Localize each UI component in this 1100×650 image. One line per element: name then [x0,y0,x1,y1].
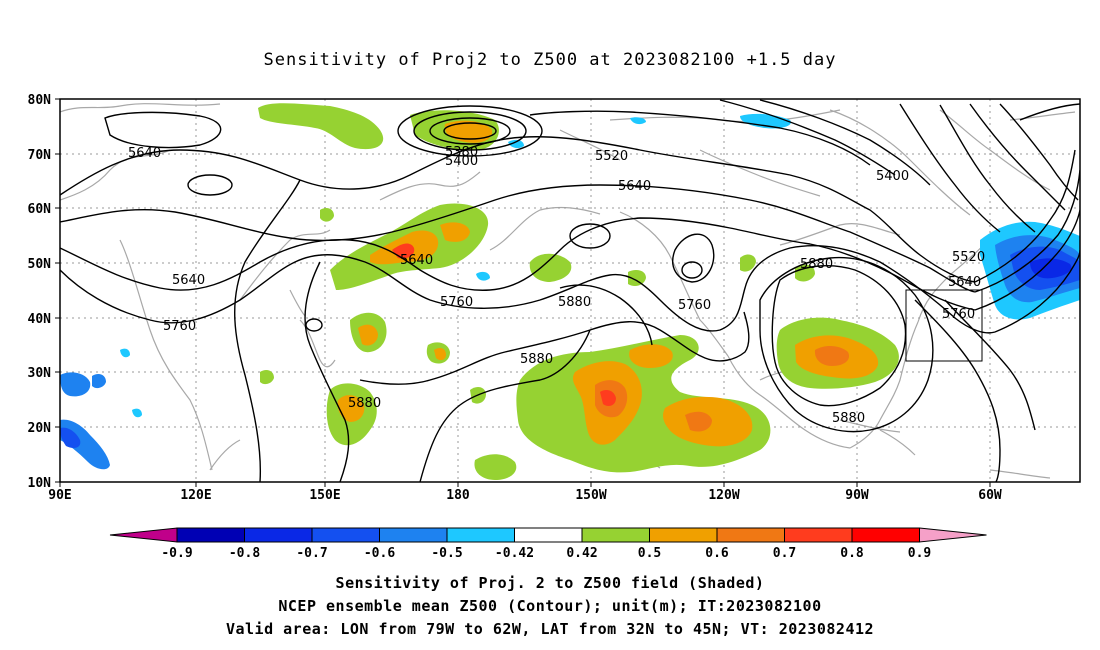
colorbar-bin [716,527,785,543]
contour-label: 5880 [348,396,381,411]
contour-label: 5520 [595,149,628,164]
contour-label: 5640 [400,253,433,268]
colorbar-high-triangle [919,527,987,543]
lon-label: 150W [575,488,606,503]
lon-label: 90W [845,488,869,503]
colorbar-tick-label: 0.42 [566,546,597,561]
lat-label: 40N [28,312,52,327]
contour-label: 5400 [445,154,478,169]
contour-label: 5880 [558,295,591,310]
axis-ticks [55,98,991,487]
map-title: Sensitivity of Proj2 to Z500 at 20230821… [263,50,837,70]
z500-contours [60,99,1080,482]
colorbar-tick-label: 0.9 [908,546,931,561]
caption-line-2: NCEP ensemble mean Z500 (Contour); unit(… [278,597,822,615]
colorbar-bin [851,527,920,543]
lat-label: 80N [28,93,52,108]
contour-label: 5640 [128,146,161,161]
colorbar-bin [581,527,650,543]
colorbar-bin [311,527,380,543]
colorbar-bin [244,527,313,543]
contour-label: 5760 [440,295,473,310]
contour-label: 5760 [163,319,196,334]
lat-label: 70N [28,148,52,163]
colorbar-tick-label: 0.6 [705,546,729,561]
contour-label: 5400 [876,169,909,184]
colorbar-tick-label: -0.6 [364,546,395,561]
valid-area-box [905,289,983,362]
lon-label: 150E [309,488,340,503]
lon-label: 120E [180,488,211,503]
contour-label: 5880 [800,257,833,272]
contour-label: 5760 [942,307,975,322]
colorbar-bin [514,527,583,543]
lat-label: 60N [28,202,52,217]
positive-sensitivity [258,103,899,480]
lon-label: 90E [48,488,71,503]
lat-label: 10N [28,476,52,491]
contour-label: 5760 [678,298,711,313]
lon-label: 180 [446,488,470,503]
longitude-labels: 90E 120E 150E 180 150W 120W 90W 60W [48,488,1002,503]
caption-line-1: Sensitivity of Proj. 2 to Z500 field (Sh… [335,574,765,592]
colorbar-tick-label: -0.8 [229,546,260,561]
contour-label: 5380 [445,145,478,160]
map-frame [59,98,1081,483]
caption-line-3: Valid area: LON from 79W to 62W, LAT fro… [225,620,875,638]
contour-label: 5880 [520,352,553,367]
contour-label: 5640 [948,275,981,290]
colorbar-tick-label: -0.9 [161,546,192,561]
colorbar-tick-label: -0.5 [431,546,462,561]
colorbar-legend: -0.9 -0.8 -0.7 -0.6 -0.5 -0.42 0.42 0.5 0.6 0.7 0.… [109,527,987,561]
colorbar-bin [649,527,718,543]
colorbar-bin [446,527,515,543]
lat-label: 20N [28,421,52,436]
colorbar-tick-label: -0.42 [495,546,534,561]
colorbar-tick-label: 0.7 [773,546,796,561]
colorbar-tick-label: -0.7 [296,546,327,561]
negative-sensitivity [60,113,1080,470]
contour-label: 5520 [952,250,985,265]
latitude-labels: 80N 70N 60N 50N 40N 30N 20N 10N [28,93,52,491]
colorbar-bin [379,527,448,543]
colorbar-low-triangle [109,527,178,543]
colorbar-tick-label: 0.8 [840,546,864,561]
lon-label: 60W [978,488,1002,503]
lat-label: 30N [28,366,52,381]
contour-label: 5880 [832,411,865,426]
lon-label: 120W [708,488,739,503]
contour-labels: 5640 5380 5400 5520 5640 5400 5640 5760 … [128,145,985,426]
colorbar-tick-label: 0.5 [638,546,661,561]
colorbar-bin [784,527,853,543]
contour-label: 5640 [172,273,205,288]
lat-label: 50N [28,257,52,272]
contour-label: 5640 [618,179,651,194]
colorbar-bin [176,527,245,543]
